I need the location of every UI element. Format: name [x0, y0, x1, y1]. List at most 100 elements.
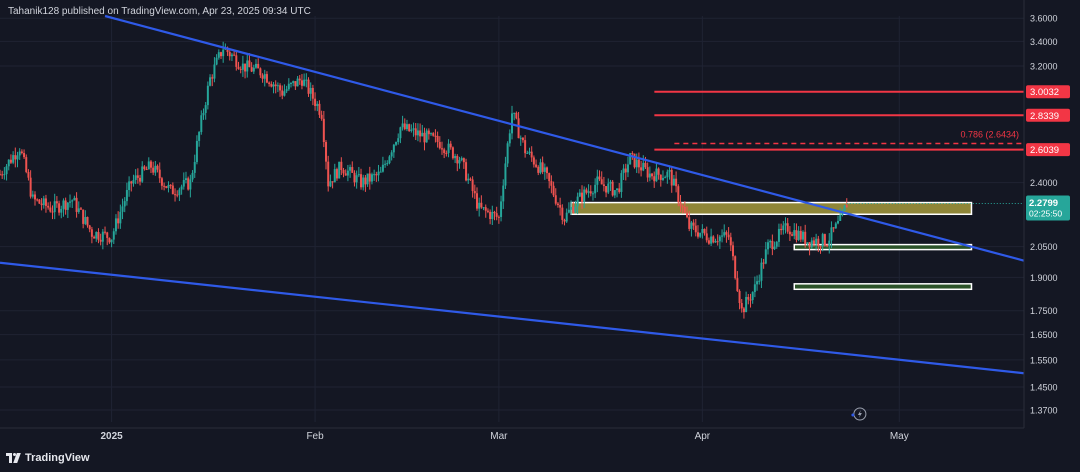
candle-body	[18, 151, 21, 156]
candle-body	[318, 103, 321, 115]
candle-body	[292, 81, 295, 83]
candle-body	[316, 103, 319, 106]
candle-body	[740, 303, 743, 309]
candle-body	[25, 157, 28, 172]
candle-body	[167, 184, 170, 188]
candle-body	[104, 231, 107, 233]
candle-body	[335, 169, 338, 179]
candle-body	[670, 169, 673, 186]
candle-body	[528, 151, 531, 153]
candle-body	[734, 256, 737, 279]
candle-body	[333, 169, 336, 183]
tradingview-logo[interactable]: TradingView	[6, 452, 90, 464]
candle-body	[152, 167, 155, 173]
candle-body	[90, 229, 93, 237]
candle-body	[14, 155, 17, 160]
candle-body	[384, 163, 387, 165]
x-tick-label: Feb	[306, 431, 324, 442]
candle-body	[513, 112, 516, 114]
candle-body	[327, 161, 330, 187]
candle-body	[82, 209, 85, 224]
candle-body	[635, 159, 638, 168]
chart-icons	[851, 407, 867, 421]
candle-body	[244, 63, 247, 72]
candle-body	[31, 194, 34, 197]
candle-body	[281, 90, 284, 96]
candle-body	[259, 68, 262, 76]
candle-body	[828, 240, 831, 246]
trendline-lower	[0, 261, 1025, 375]
candle-body	[401, 123, 404, 128]
candle-body	[819, 246, 822, 248]
candle-body	[132, 180, 135, 184]
candle-body	[491, 211, 494, 219]
candle-body	[688, 217, 691, 229]
candle-body	[117, 218, 120, 224]
candle-body	[716, 241, 719, 243]
candle-body	[12, 155, 15, 163]
candle-body	[414, 128, 417, 136]
candle-body	[344, 173, 347, 176]
candle-body	[786, 223, 789, 232]
candle-body	[114, 218, 117, 232]
y-tick-label: 1.9000	[1030, 273, 1058, 283]
candle-body	[425, 130, 428, 143]
candle-body	[169, 184, 172, 186]
candle-body	[300, 80, 303, 86]
candle-body	[178, 189, 181, 196]
lightning-bolt	[857, 410, 862, 418]
candle-body	[171, 185, 174, 195]
candle-body	[756, 281, 759, 285]
candle-body	[500, 201, 503, 217]
candle-body	[546, 167, 549, 174]
candle-body	[154, 165, 157, 173]
candle-body	[581, 192, 584, 202]
candle-body	[204, 105, 207, 113]
candle-body	[287, 83, 290, 90]
y-tick-label: 2.4000	[1030, 178, 1058, 188]
current-price-label: 2.2799	[1029, 198, 1058, 209]
candle-body	[71, 200, 74, 202]
y-tick-label: 3.2000	[1030, 62, 1058, 72]
candle-body	[388, 156, 391, 164]
candle-body	[349, 167, 352, 171]
candle-body	[79, 208, 82, 210]
candle-body	[552, 185, 555, 196]
candle-body	[298, 78, 301, 81]
candle-body	[504, 163, 507, 186]
x-tick-label: 2025	[100, 431, 123, 442]
candle-body	[845, 205, 848, 208]
candle-body	[613, 190, 616, 196]
candle-body	[607, 183, 610, 193]
candle-body	[263, 74, 266, 79]
candle-body	[648, 173, 651, 178]
candle-body	[419, 130, 422, 137]
candle-body	[666, 171, 669, 178]
candle-body	[458, 160, 461, 164]
candle-body	[556, 203, 559, 205]
candle-body	[696, 232, 699, 237]
candle-body	[84, 216, 87, 224]
candle-body	[294, 81, 297, 87]
candle-body	[440, 148, 443, 150]
candle-body	[390, 152, 393, 157]
candle-body	[806, 242, 809, 245]
candle-body	[268, 82, 271, 84]
candle-body	[471, 179, 474, 192]
candle-body	[235, 55, 238, 67]
axes: 3.6000 3.4000 3.2000 2.4000 2.0500 1.9000 1.75…	[0, 0, 1058, 442]
candle-body	[187, 178, 190, 190]
candle-body	[421, 132, 424, 137]
candle-body	[782, 225, 785, 231]
candle-body	[307, 79, 310, 94]
candle-body	[20, 151, 23, 153]
price-level-label: 2.6039	[1030, 145, 1059, 156]
y-tick-label: 1.7500	[1030, 306, 1058, 316]
candle-body	[3, 174, 6, 176]
support-zone-2	[793, 283, 973, 291]
candle-body	[605, 186, 608, 193]
candle-body	[736, 278, 739, 291]
candle-body	[1, 174, 4, 176]
